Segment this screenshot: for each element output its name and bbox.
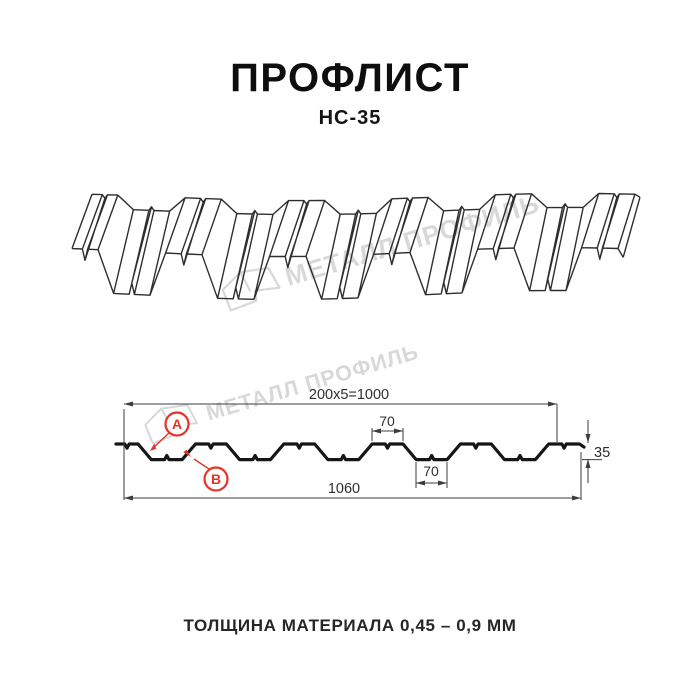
metall-profil-logo-icon: [221, 266, 281, 312]
profile-3d-view: [71, 192, 641, 300]
watermark-3d-view: МЕТАЛЛ ПРОФИЛЬ: [221, 188, 543, 312]
dimension-lines: [123, 401, 602, 501]
dimension-crest-width: 70: [379, 413, 395, 429]
callout-b-arrowhead: [183, 449, 191, 457]
watermark-text: МЕТАЛЛ ПРОФИЛЬ: [282, 188, 543, 292]
material-thickness-note: ТОЛЩИНА МАТЕРИАЛА 0,45 – 0,9 ММ: [183, 616, 517, 635]
page-title: ПРОФЛИСТ: [230, 56, 470, 100]
callout-b: В: [183, 449, 229, 492]
cross-section-profile: [114, 442, 586, 462]
dimension-overall-width: 1060: [328, 481, 360, 497]
callout-a-arrowhead: [150, 443, 157, 451]
callout-b-letter: В: [211, 471, 221, 487]
callout-a: А: [150, 411, 190, 451]
dimension-profile-height: 35: [594, 445, 610, 461]
dimension-valley-width: 70: [423, 463, 439, 479]
callout-a-letter: А: [172, 416, 182, 432]
profile-model-label: НС-35: [318, 107, 382, 129]
dimension-working-width: 200x5=1000: [309, 387, 389, 403]
